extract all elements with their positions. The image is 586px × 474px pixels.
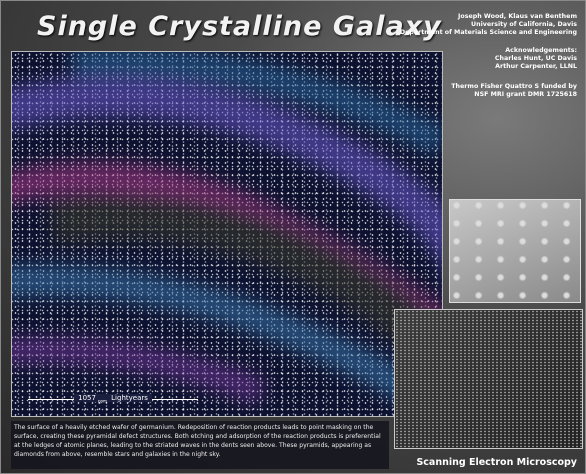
caption: The surface of a heavily etched wafer of… bbox=[11, 421, 389, 469]
poster: Single Crystalline Galaxy Joseph Wood, K… bbox=[0, 0, 586, 474]
acknowledgements: Acknowledgements: Charles Hunt, UC Davis… bbox=[495, 47, 577, 71]
author-line: Joseph Wood, Klaus van Benthem bbox=[400, 13, 577, 21]
author-line: University of California, Davis bbox=[400, 21, 577, 29]
scale-unit: ppm bbox=[98, 398, 107, 403]
nebula bbox=[12, 52, 442, 416]
ack-line: Arthur Carpenter, LLNL bbox=[495, 63, 577, 71]
footer: Scanning Electron Microscopy bbox=[416, 457, 577, 468]
scale-unit-label: Lightyears bbox=[109, 394, 150, 402]
scale-value: 1057 bbox=[76, 394, 98, 402]
ack-heading: Acknowledgements: bbox=[495, 47, 577, 55]
funding-line: Thermo Fisher Quattro S funded by bbox=[451, 83, 577, 91]
funding-line: NSF MRI grant DMR 1725618 bbox=[451, 91, 577, 99]
title: Single Crystalline Galaxy bbox=[37, 11, 442, 42]
sem-detail-image bbox=[449, 199, 581, 303]
funding: Thermo Fisher Quattro S funded by NSF MR… bbox=[451, 83, 577, 99]
author-line: Department of Materials Science and Engi… bbox=[400, 29, 577, 37]
sem-overview-image bbox=[394, 309, 583, 449]
authors: Joseph Wood, Klaus van Benthem Universit… bbox=[400, 13, 577, 37]
ack-line: Charles Hunt, UC Davis bbox=[495, 55, 577, 63]
